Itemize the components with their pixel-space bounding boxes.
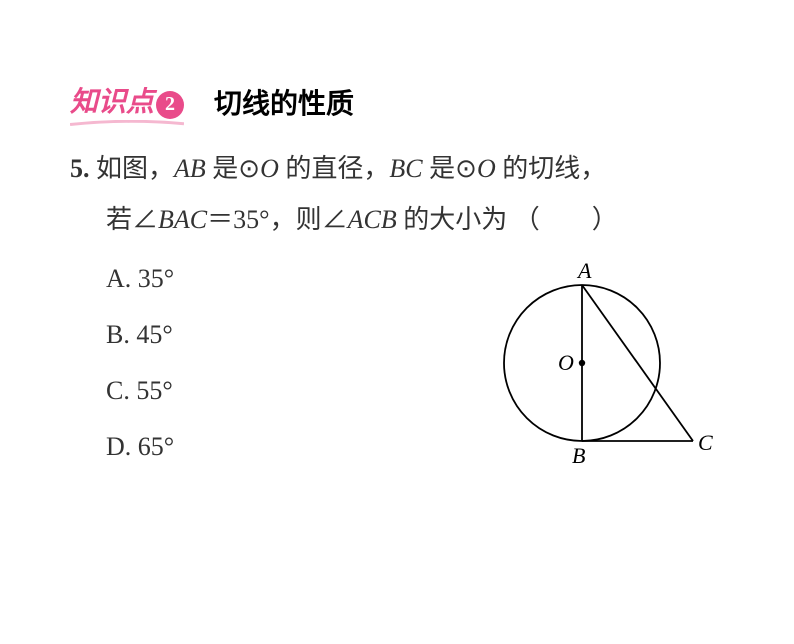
angle-bac: BAC	[158, 205, 207, 234]
question-line-2: 若∠BAC＝35°，则∠ACB 的大小为 （ ）	[70, 195, 724, 246]
q-text: 如图，	[96, 154, 174, 183]
eq: ＝	[207, 205, 233, 234]
svg-text:O: O	[558, 350, 574, 375]
q-text: 若	[106, 205, 132, 234]
svg-text:A: A	[576, 258, 592, 283]
angle-acb: ACB	[348, 205, 397, 234]
o1: O	[260, 154, 279, 183]
q-text: 的直径，	[279, 154, 390, 183]
q-text: 的切线，	[496, 154, 607, 183]
kp-number-badge: 2	[156, 91, 184, 119]
q-text: 的大小为 （ ）	[397, 205, 618, 234]
option-value: 35°	[138, 264, 174, 293]
kp-underline	[70, 120, 184, 126]
option-label: C.	[106, 376, 130, 405]
option-label: A.	[106, 264, 131, 293]
question-line-1: 5. 如图，AB 是⊙O 的直径，BC 是⊙O 的切线，	[70, 144, 724, 195]
option-label: B.	[106, 320, 130, 349]
q-text: 是	[423, 154, 456, 183]
geometry-diagram: A B O C	[496, 258, 716, 468]
svg-text:B: B	[572, 443, 585, 468]
seg-ab: AB	[174, 154, 206, 183]
kp-label: 知识点2	[70, 80, 184, 124]
option-label: D.	[106, 432, 131, 461]
angle-sym: ∠	[322, 205, 348, 234]
knowledge-point-heading: 知识点2 切线的性质	[70, 80, 724, 124]
angle-sym: ∠	[132, 205, 158, 234]
seg-bc: BC	[389, 154, 422, 183]
val-35: 35°	[233, 205, 269, 234]
q-text: ，则	[270, 205, 322, 234]
circle-sym: ⊙	[455, 154, 477, 183]
option-value: 55°	[136, 376, 172, 405]
option-value: 45°	[136, 320, 172, 349]
option-value: 65°	[138, 432, 174, 461]
o2: O	[477, 154, 496, 183]
svg-text:C: C	[698, 430, 713, 455]
circle-sym: ⊙	[238, 154, 260, 183]
kp-label-text: 知识点	[70, 87, 154, 118]
q-text: 是	[206, 154, 239, 183]
kp-title: 切线的性质	[214, 82, 354, 122]
question-number: 5.	[70, 154, 90, 183]
